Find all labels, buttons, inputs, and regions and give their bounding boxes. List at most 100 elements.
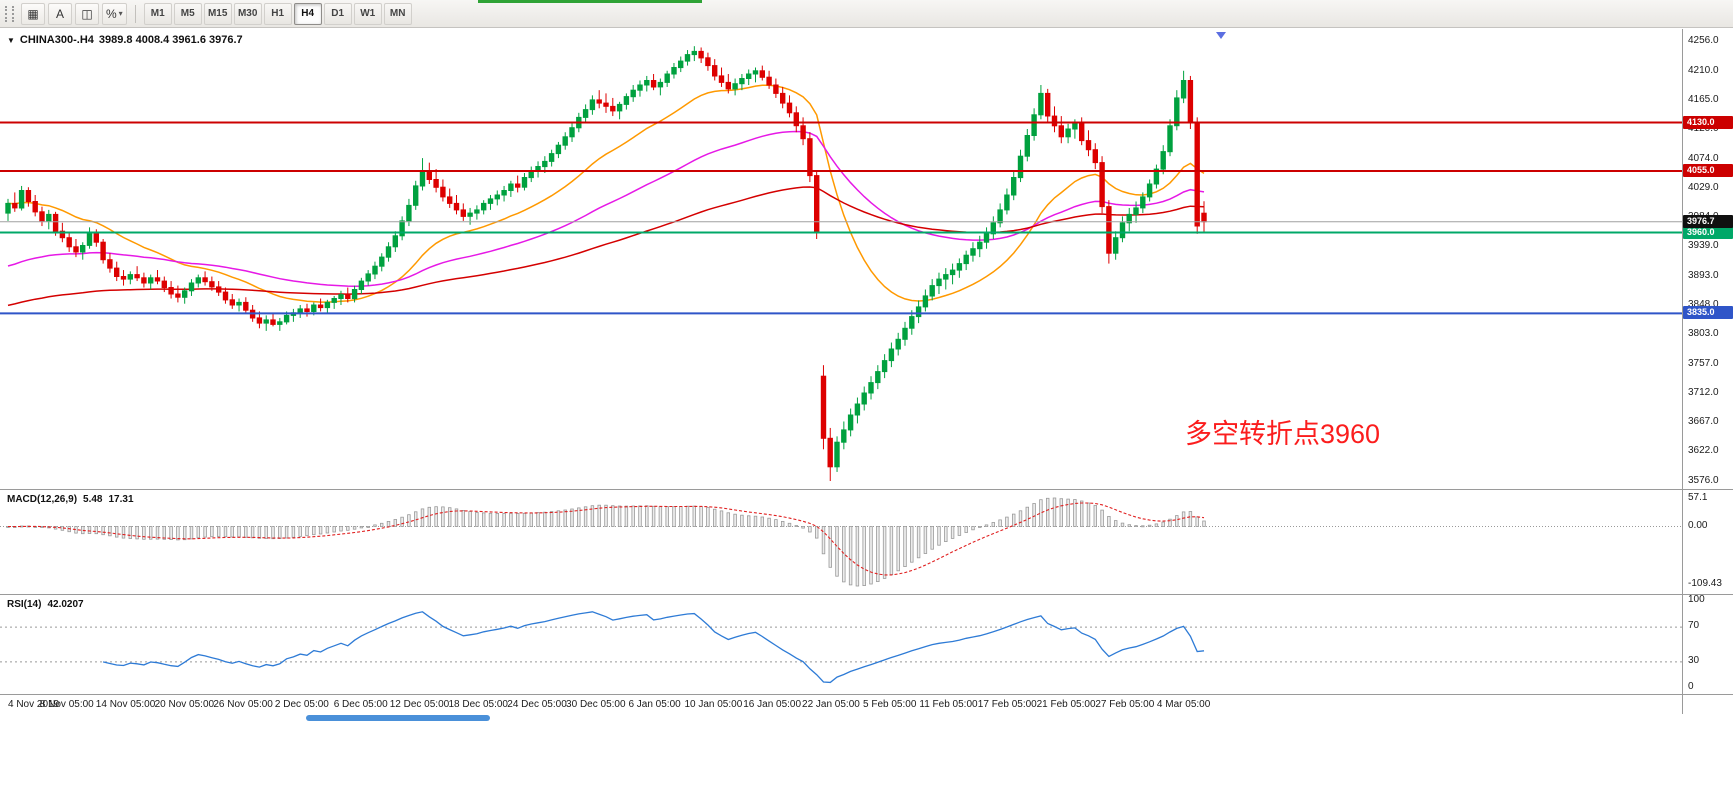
candle-body — [1153, 168, 1160, 185]
time-axis-label: 8 Nov 05:00 — [39, 699, 94, 710]
rsi-line — [102, 611, 1205, 684]
candle-body — [222, 291, 229, 301]
candle-body — [515, 183, 521, 188]
candle-body — [1106, 206, 1112, 254]
candle-body — [936, 278, 942, 287]
macd-histogram-bar — [950, 526, 955, 539]
timeframe-button-m5[interactable]: M5 — [173, 2, 202, 25]
taskbar-item[interactable] — [306, 715, 490, 721]
candle-body — [1113, 237, 1119, 254]
macd-histogram-bar — [223, 526, 228, 538]
macd-histogram-bar — [944, 526, 948, 543]
macd-histogram-bar — [1195, 516, 1199, 527]
macd-panel: MACD(12,26,9) 5.48 17.31 — [0, 489, 1733, 594]
timeframe-button-m1[interactable]: M1 — [143, 2, 172, 25]
macd-histogram-bar — [821, 526, 826, 555]
candle-body — [188, 282, 195, 292]
candle-body — [1079, 123, 1085, 142]
price-badge-4055-0: 4055.0 — [1683, 164, 1733, 178]
candle-body — [120, 276, 127, 280]
candle-body — [970, 248, 976, 256]
candle-body — [664, 73, 670, 83]
window-tool-button[interactable]: ◫ — [75, 2, 99, 25]
macd-histogram-bar — [318, 526, 323, 535]
macd-histogram-bar — [611, 505, 615, 527]
dropdown-caret-icon: ▾ — [118, 9, 123, 18]
symbol-timeframe-label: CHINA300-.H4 — [19, 34, 94, 46]
timeframe-button-h1[interactable]: H1 — [263, 2, 292, 25]
candle-body — [1160, 151, 1166, 170]
candle-body — [141, 277, 147, 284]
symbol-dropdown-icon[interactable]: ▼ — [7, 35, 15, 45]
macd-title: MACD(12,26,9) 5.48 17.31 — [7, 494, 134, 505]
candle-body — [915, 306, 922, 318]
timeframe-button-m15[interactable]: M15 — [203, 2, 232, 25]
macd-histogram-bar — [903, 526, 907, 567]
candle-body — [759, 70, 765, 78]
macd-histogram-bar — [237, 526, 241, 538]
candle-body — [59, 230, 66, 239]
timeframe-button-mn[interactable]: MN — [383, 2, 412, 25]
macd-histogram-bar — [848, 526, 853, 586]
candle-body — [1038, 92, 1044, 116]
timeframe-button-m30[interactable]: M30 — [233, 2, 262, 25]
timeframe-button-w1[interactable]: W1 — [353, 2, 382, 25]
macd-histogram-bar — [1120, 522, 1125, 527]
candle-body — [616, 103, 623, 112]
candle-body — [311, 304, 317, 312]
chart-annotation: 多空转折点3960 — [1185, 419, 1381, 449]
timeframe-button-h4[interactable]: H4 — [293, 2, 322, 25]
macd-plot[interactable] — [0, 490, 1682, 594]
candle-body — [1099, 162, 1105, 208]
candle-body — [650, 80, 657, 88]
candle-body — [596, 99, 602, 104]
rsi-plot[interactable] — [0, 595, 1682, 694]
candle-body — [977, 241, 983, 250]
time-axis-label: 22 Jan 05:00 — [802, 699, 860, 710]
macd-histogram-bar — [964, 526, 968, 533]
candle-body — [365, 273, 371, 282]
time-axis-label: 26 Nov 05:00 — [213, 699, 273, 710]
candle-body — [929, 285, 935, 297]
macd-value-2: 17.31 — [108, 494, 134, 505]
price-chart-plot[interactable] — [0, 29, 1682, 489]
macd-histogram-bar — [516, 513, 520, 527]
time-axis[interactable]: 4 Nov 2019 8 Nov 05:00 14 Nov 05:00 20 Nov … — [0, 694, 1733, 715]
text-icon: A — [55, 6, 64, 21]
timeframe-button-d1[interactable]: D1 — [323, 2, 352, 25]
candle-body — [216, 286, 222, 293]
macd-histogram-bar — [257, 526, 262, 539]
candle-body — [487, 198, 494, 204]
percent-scale-button[interactable]: % ▾ — [102, 2, 127, 25]
candle-body — [834, 441, 840, 468]
text-tool-button[interactable]: A — [48, 2, 72, 25]
macd-histogram-bar — [923, 526, 928, 554]
macd-histogram-bar — [679, 506, 683, 527]
candle-body — [1024, 135, 1030, 157]
candle-body — [508, 183, 514, 191]
grid-tool-button[interactable]: ▦ — [21, 2, 45, 25]
candle-body — [739, 78, 745, 85]
candle-body — [521, 177, 528, 188]
macd-histogram-bar — [264, 526, 268, 539]
time-axis-label: 30 Dec 05:00 — [566, 699, 626, 710]
macd-histogram-bar — [339, 526, 343, 532]
timeframe-group: M1 M5 M15 M30 H1 H4 D1 W1 MN — [143, 2, 412, 25]
macd-histogram-bar — [379, 522, 384, 527]
toolbar-drag-handle[interactable] — [5, 5, 14, 22]
price-axis-label: 3667.0 — [1688, 416, 1719, 428]
candle-body — [943, 274, 949, 280]
macd-histogram-bar — [454, 508, 459, 527]
macd-histogram-bar — [719, 510, 724, 527]
macd-histogram-bar — [882, 526, 887, 579]
price-axis-label: 3622.0 — [1688, 445, 1719, 457]
candle-body — [168, 287, 174, 295]
candle-body — [148, 277, 154, 284]
macd-histogram-bar — [1080, 500, 1084, 527]
autoscroll-marker-icon[interactable] — [1216, 32, 1226, 39]
macd-axis-label: 0.00 — [1688, 519, 1708, 531]
candle-body — [283, 314, 290, 323]
candle-body — [195, 277, 202, 284]
macd-histogram-bar — [1114, 520, 1118, 527]
candle-body — [100, 241, 106, 261]
